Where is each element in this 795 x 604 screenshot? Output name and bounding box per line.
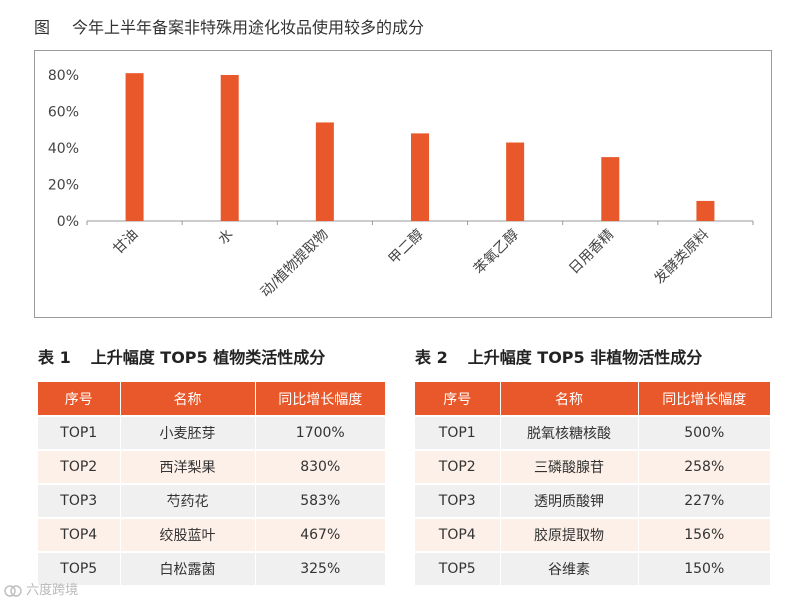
bar [125, 73, 144, 221]
table2-number: 表 2 [415, 348, 448, 367]
table-cell: 325% [255, 551, 385, 585]
table-cell: 583% [255, 483, 385, 518]
bar [220, 75, 239, 221]
table-cell: 西洋梨果 [120, 449, 256, 484]
table-row: TOP3 芍药花 583% [38, 483, 385, 518]
table-row: TOP4 胶原提取物 156% [415, 517, 770, 552]
column-header: 同比增长幅度 [255, 382, 385, 416]
table-cell: TOP2 [38, 449, 121, 484]
x-tick-label: 水 [215, 227, 236, 248]
bar-chart: 0% 20% 40% 60% 80% 甘油 水 动/植物提取物 甲二醇 苯氧乙醇 日用香精 发酵类原料 [48, 68, 754, 301]
table-cell: TOP5 [38, 551, 121, 585]
table-cell: 150% [638, 551, 770, 585]
y-tick-label: 0% [57, 214, 79, 230]
table-cell: TOP1 [415, 415, 501, 450]
table-cell: 156% [638, 517, 770, 552]
table-cell: 258% [638, 449, 770, 484]
column-header: 序号 [38, 382, 121, 416]
table1-title: 表 1 上升幅度 TOP5 植物类活性成分 [38, 344, 325, 368]
table-cell: TOP4 [415, 517, 501, 552]
table-row: TOP2 西洋梨果 830% [38, 449, 385, 484]
table-cell: TOP5 [415, 551, 501, 585]
table-row: TOP1 小麦胚芽 1700% [38, 415, 385, 450]
y-tick-label: 20% [48, 178, 79, 194]
chart-frame: 0% 20% 40% 60% 80% 甘油 水 动/植物提取物 甲二醇 苯氧乙醇 日用香精 发酵类原料 [34, 50, 772, 318]
watermark-logo-icon [4, 584, 22, 597]
watermark: 六度跨境 [4, 579, 78, 598]
y-tick-label: 80% [48, 68, 79, 84]
table1-number: 表 1 [38, 348, 71, 367]
table2-title-text: 上升幅度 TOP5 非植物活性成分 [467, 348, 703, 367]
table1-title-text: 上升幅度 TOP5 植物类活性成分 [90, 348, 326, 367]
table-cell: 谷维素 [500, 551, 639, 585]
table-cell: TOP2 [415, 449, 501, 484]
table1: 序号 名称 同比增长幅度 TOP1 小麦胚芽 1700% TOP2 西洋梨果 830% TOP3… [38, 382, 385, 585]
table-row: TOP2 三磷酸腺苷 258% [415, 449, 770, 484]
figure-label: 图 [34, 18, 51, 37]
table-cell: 三磷酸腺苷 [500, 449, 639, 484]
figure-title-text: 今年上半年备案非特殊用途化妆品使用较多的成分 [72, 18, 425, 37]
table-row: TOP5 谷维素 150% [415, 551, 770, 585]
column-header: 名称 [120, 382, 256, 416]
table-cell: 227% [638, 483, 770, 518]
table-cell: 透明质酸钾 [500, 483, 639, 518]
x-tick-label: 发酵类原料 [651, 227, 712, 288]
x-tick-label: 苯氧乙醇 [470, 226, 522, 278]
column-header: 序号 [415, 382, 501, 416]
watermark-text: 六度跨境 [26, 583, 79, 598]
bar [315, 122, 334, 221]
table-cell: TOP3 [38, 483, 121, 518]
table-cell: 胶原提取物 [500, 517, 639, 552]
table-row: TOP4 绞股蓝叶 467% [38, 517, 385, 552]
table-row: TOP1 脱氧核糖核酸 500% [415, 415, 770, 450]
table2-title: 表 2 上升幅度 TOP5 非植物活性成分 [415, 344, 702, 368]
y-tick-label: 60% [48, 105, 79, 121]
table2-header-row: 序号 名称 同比增长幅度 [415, 382, 770, 416]
column-header: 同比增长幅度 [638, 382, 770, 416]
x-tick-label: 甘油 [110, 227, 141, 258]
table-cell: 1700% [255, 415, 385, 450]
table-cell: 500% [638, 415, 770, 450]
table2: 序号 名称 同比增长幅度 TOP1 脱氧核糖核酸 500% TOP2 三磷酸腺苷 258% TO… [415, 382, 770, 585]
y-tick-label: 40% [48, 141, 79, 157]
table-row: TOP5 白松露菌 325% [38, 551, 385, 585]
table-cell: TOP3 [415, 483, 501, 518]
table-cell: TOP1 [38, 415, 121, 450]
table-cell: 脱氧核糖核酸 [500, 415, 639, 450]
table-cell: 830% [255, 449, 385, 484]
bar [601, 157, 620, 221]
table-row: TOP3 透明质酸钾 227% [415, 483, 770, 518]
bar [411, 133, 429, 221]
table-cell: 467% [255, 517, 385, 552]
bar [696, 200, 715, 221]
table-cell: 白松露菌 [120, 551, 256, 585]
column-header: 名称 [500, 382, 639, 416]
table1-header-row: 序号 名称 同比增长幅度 [38, 382, 385, 416]
table-cell: 小麦胚芽 [120, 415, 256, 450]
table-cell: 芍药花 [120, 483, 256, 518]
x-tick-label: 动/植物提取物 [258, 227, 332, 301]
table-cell: 绞股蓝叶 [120, 517, 256, 552]
x-tick-label: 甲二醇 [385, 226, 427, 268]
figure-title: 图 今年上半年备案非特殊用途化妆品使用较多的成分 [34, 14, 424, 38]
x-tick-label: 日用香精 [566, 227, 617, 278]
table-cell: TOP4 [38, 517, 121, 552]
bar [506, 142, 525, 221]
